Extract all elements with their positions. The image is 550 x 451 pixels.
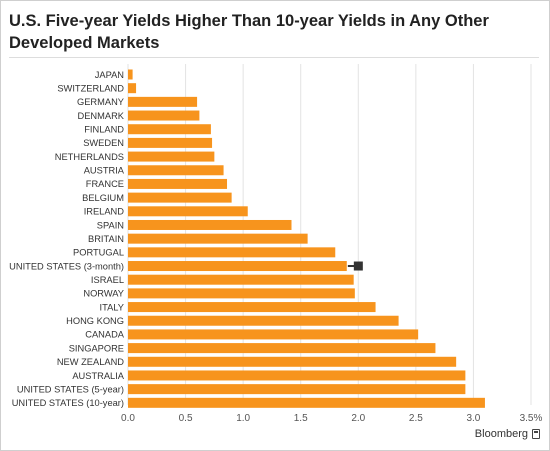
bar [128,288,355,299]
category-label: HONG KONG [66,316,124,326]
bar [128,96,198,107]
x-tick-label: 0.0 [121,413,135,424]
bar [128,397,485,408]
bar [128,69,133,80]
bar [128,110,200,121]
bar [128,315,399,326]
category-label: PORTUGAL [73,248,124,258]
bar [128,356,457,367]
category-label: AUSTRIA [84,166,125,176]
bar [128,219,292,230]
category-label: BELGIUM [82,193,124,203]
category-label: JAPAN [95,70,124,80]
category-label: GERMANY [77,97,124,107]
bar [128,165,224,176]
bar [128,274,354,285]
marker-square [353,261,363,271]
source-label: Bloomberg [474,428,528,440]
bar [128,178,228,189]
bar [128,233,308,244]
category-label: BRITAIN [88,234,124,244]
category-label: FRANCE [86,179,124,189]
bar [128,261,347,272]
bar [128,329,419,340]
category-label: NETHERLANDS [55,152,124,162]
x-tick-label: 2.0 [351,413,365,424]
category-label: UNITED STATES (10-year) [12,398,124,408]
source-credit: Bloomberg [475,428,540,440]
bar [128,83,137,94]
category-label: FINLAND [84,125,124,135]
category-label: CANADA [85,330,125,340]
chart-title: U.S. Five-year Yields Higher Than 10-yea… [9,12,489,52]
bloomberg-square-icon [532,429,540,439]
bar [128,302,376,313]
category-label: DENMARK [78,111,125,121]
category-label: IRELAND [84,207,125,217]
category-label: AUSTRALIA [72,371,124,381]
bar [128,151,215,162]
bar [128,343,436,354]
category-label: SINGAPORE [69,343,124,353]
x-tick-label: 0.5 [179,413,193,424]
title-divider [9,57,539,58]
category-label: ITALY [100,302,124,312]
category-label: UNITED STATES (3-month) [9,261,124,271]
category-label: UNITED STATES (5-year) [17,384,124,394]
category-label: SWEDEN [83,138,124,148]
x-tick-label: 1.5 [294,413,308,424]
x-tick-label: 3.5% [520,413,543,424]
bar [128,192,232,203]
x-tick-label: 2.5 [409,413,423,424]
category-label: SPAIN [97,220,124,230]
x-tick-label: 3.0 [466,413,480,424]
category-label: SWITZERLAND [57,83,124,93]
bar [128,384,466,395]
bar [128,137,213,148]
bar [128,124,211,135]
x-tick-label: 1.0 [236,413,250,424]
category-label: NEW ZEALAND [57,357,124,367]
bar [128,247,336,258]
bar [128,206,248,217]
category-label: NORWAY [83,289,124,299]
category-label: ISRAEL [91,275,124,285]
bar [128,370,466,381]
